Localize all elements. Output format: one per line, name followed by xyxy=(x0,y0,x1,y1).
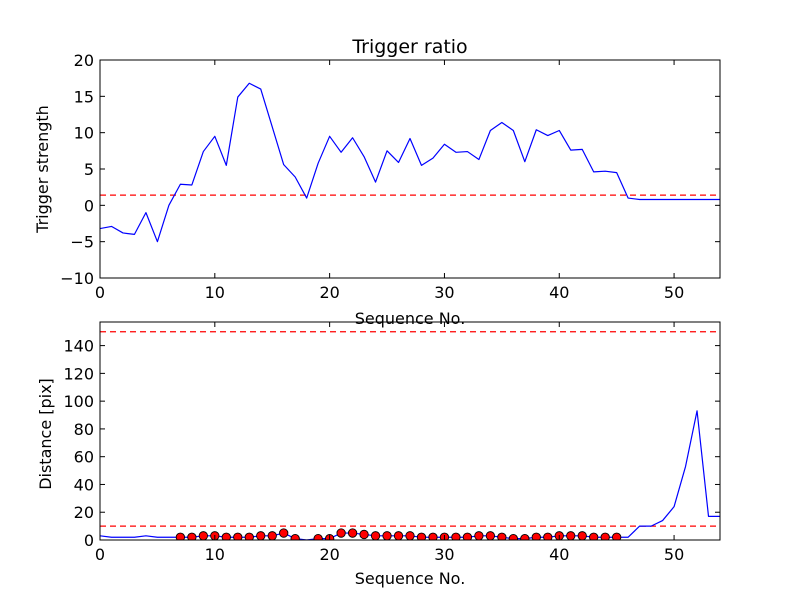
top-plot-ytick-label: 20 xyxy=(74,51,94,70)
bottom-plot-xtick-label: 50 xyxy=(664,545,684,564)
bottom-plot-marker-point xyxy=(256,531,266,540)
bottom-plot-marker-point xyxy=(566,531,576,540)
top-plot-xtick-label: 30 xyxy=(434,283,454,302)
bottom-plot-marker-point xyxy=(520,533,530,540)
top-plot-ytick-label: 5 xyxy=(84,160,94,179)
bottom-plot-marker-point xyxy=(290,533,300,540)
top-plot-title: Trigger ratio xyxy=(351,36,467,58)
bottom-plot-marker-point xyxy=(577,531,587,540)
bottom-plot-marker-point xyxy=(313,533,323,540)
top-plot-ytick-label: −5 xyxy=(70,233,94,252)
top-plot-ylabel: Trigger strength xyxy=(33,105,52,234)
bottom-plot-marker-point xyxy=(279,528,289,538)
bottom-plot-marker-point xyxy=(187,532,197,540)
bottom-plot-marker-point xyxy=(416,532,427,540)
bottom-plot-ytick-label: 0 xyxy=(84,531,94,550)
bottom-plot-marker-point xyxy=(267,531,277,540)
top-plot-ytick-label: 0 xyxy=(84,196,94,215)
bottom-plot-marker-point xyxy=(198,531,208,540)
bottom-plot-marker-point xyxy=(347,528,358,538)
bottom-plot-ytick-label: 80 xyxy=(74,420,94,439)
bottom-plot-ylabel: Distance [pix] xyxy=(36,378,55,490)
top-plot-xtick-label: 10 xyxy=(205,283,225,302)
bottom-plot-ytick-label: 140 xyxy=(63,337,94,356)
bottom-plot-ytick-label: 20 xyxy=(74,503,94,522)
top-plot-xtick-label: 50 xyxy=(664,283,684,302)
bottom-plot-ytick-label: 40 xyxy=(74,475,94,494)
bottom-plot-marker-point xyxy=(462,532,473,540)
top-plot-data-layer xyxy=(100,82,720,243)
bottom-plot-marker-point xyxy=(531,532,541,540)
top-plot-ytick-label: −10 xyxy=(60,269,94,288)
bottom-plot-marker-point xyxy=(233,532,243,540)
bottom-plot-marker-point xyxy=(589,532,599,540)
bottom-plot-ytick-label: 60 xyxy=(74,448,94,467)
bottom-plot-marker-point xyxy=(359,529,369,540)
bottom-plot-xtick-label: 0 xyxy=(95,545,105,564)
top-plot-xtick-label: 20 xyxy=(319,283,339,302)
top-plot-xtick-label: 0 xyxy=(95,283,105,302)
bottom-plot-marker-point xyxy=(175,532,186,540)
top-plot-series-line xyxy=(100,82,720,243)
bottom-plot-xtick-label: 20 xyxy=(319,545,339,564)
bottom-plot-marker-point xyxy=(543,532,553,540)
bottom-plot-marker-point xyxy=(393,531,404,540)
top-plot-xlabel: Sequence No. xyxy=(355,309,466,328)
bottom-plot-marker-point xyxy=(405,531,415,540)
bottom-plot-xlabel: Sequence No. xyxy=(355,569,466,588)
top-plot-ytick-label: 15 xyxy=(74,87,94,106)
bottom-plot-marker-point xyxy=(612,532,622,540)
bottom-plot-marker-point xyxy=(508,533,518,540)
bottom-plot-marker-point xyxy=(600,532,610,540)
bottom-plot-marker-point xyxy=(474,531,484,540)
bottom-plot-ytick-label: 120 xyxy=(63,364,94,383)
bottom-plot-marker-point xyxy=(485,531,496,540)
bottom-plot-xtick-label: 30 xyxy=(434,545,454,564)
bottom-plot-marker-point xyxy=(370,531,381,540)
top-plot-ytick-label: 10 xyxy=(74,124,94,143)
bottom-plot-xtick-label: 40 xyxy=(549,545,569,564)
top-plot-xtick-label: 40 xyxy=(549,283,569,302)
bottom-plot: 0 10 20 30 40 50 0 20 40 60 80 100 120 140 xyxy=(63,321,721,564)
bottom-plot-xtick-label: 10 xyxy=(205,545,225,564)
bottom-plot-marker-point xyxy=(428,532,438,540)
bottom-plot-marker-point xyxy=(451,532,461,540)
bottom-plot-ytick-label: 100 xyxy=(63,392,94,411)
bottom-plot-marker-point xyxy=(382,531,392,540)
bottom-plot-marker-point xyxy=(244,532,254,540)
bottom-plot-axes-frame xyxy=(99,321,721,541)
bottom-plot-marker-point xyxy=(497,532,507,540)
top-plot: 0 10 20 30 40 50 −10 −5 0 5 10 15 20 xyxy=(60,51,721,302)
bottom-plot-marker-point xyxy=(221,532,231,540)
bottom-plot-marker-point xyxy=(336,528,346,538)
